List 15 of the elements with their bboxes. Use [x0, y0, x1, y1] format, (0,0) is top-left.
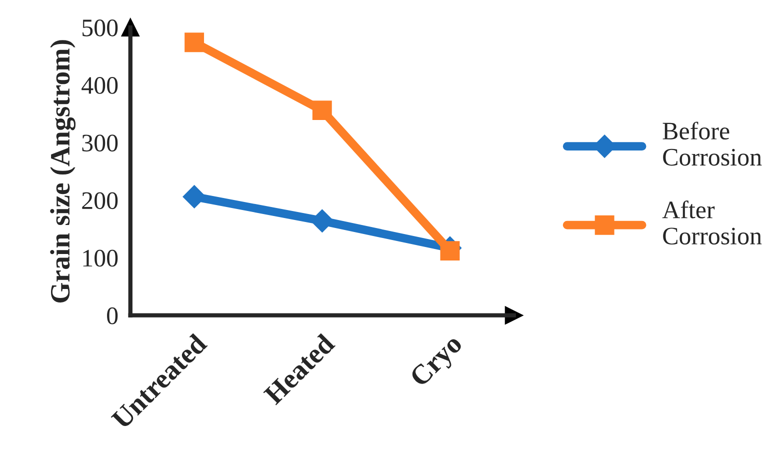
- point: [182, 185, 206, 208]
- y-axis-title: Grain size (Angstrom): [50, 40, 76, 302]
- y-tick-label: 100: [83, 250, 118, 267]
- legend-label: Before Corrosion: [662, 122, 762, 166]
- y-tick-label: 400: [82, 77, 118, 94]
- legend-label: After Corrosion: [662, 200, 762, 245]
- point: [310, 209, 334, 232]
- y-tick-label: 0: [107, 307, 118, 324]
- x-tick-label: Cryo: [408, 333, 468, 392]
- point: [440, 241, 460, 261]
- point: [184, 32, 204, 52]
- y-tick-label: 300: [82, 134, 118, 152]
- point: [312, 100, 332, 120]
- y-tick-label: 500: [82, 19, 118, 36]
- y-tick-label: 200: [82, 192, 118, 210]
